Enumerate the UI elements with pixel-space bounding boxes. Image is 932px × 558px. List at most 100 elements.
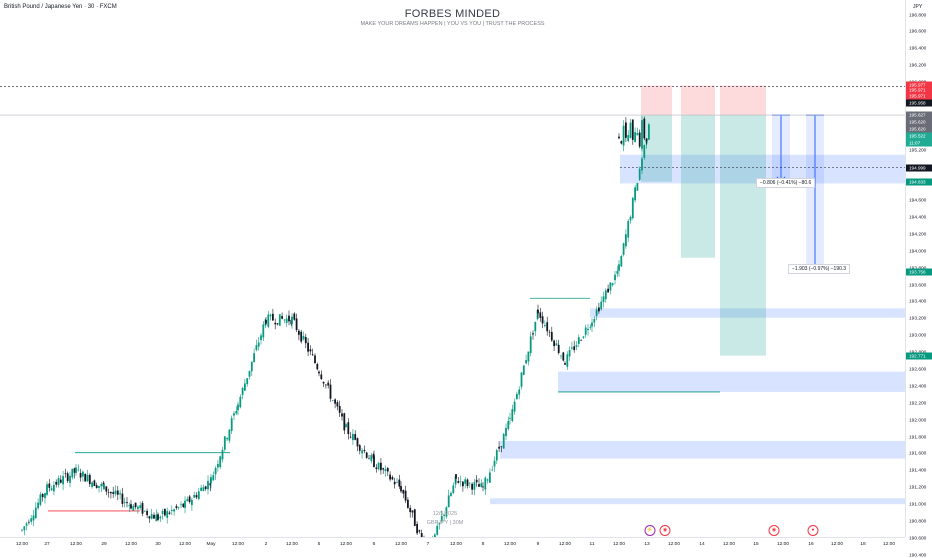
candle-body bbox=[382, 468, 385, 470]
candle-body bbox=[502, 433, 505, 449]
candle-body bbox=[293, 313, 296, 320]
price-tick: 192.200 bbox=[909, 401, 927, 407]
candle-body bbox=[363, 450, 366, 452]
candle-body bbox=[46, 484, 48, 495]
candle-body bbox=[620, 141, 623, 144]
flash-event-icon[interactable]: ⚡ bbox=[644, 525, 656, 536]
candle-body bbox=[546, 322, 549, 332]
candle-body bbox=[55, 481, 58, 485]
candle-body bbox=[188, 496, 191, 503]
price-tick: 193.800 bbox=[909, 266, 926, 271]
candle-body bbox=[500, 446, 503, 447]
candle-body bbox=[285, 318, 288, 323]
time-tick: May bbox=[206, 542, 216, 547]
candle-body bbox=[260, 335, 262, 341]
candle-body bbox=[361, 450, 363, 454]
watermark-date: 12/5/2025 bbox=[432, 511, 458, 517]
price-tick: 190.400 bbox=[909, 553, 927, 558]
candle-body bbox=[219, 456, 222, 468]
price-tick: 196.800 bbox=[909, 13, 927, 18]
candle-body bbox=[573, 346, 576, 350]
chart-headline: FORBES MINDED bbox=[404, 8, 501, 20]
candle-body bbox=[631, 119, 634, 140]
candle-body bbox=[23, 526, 26, 531]
candle-body bbox=[555, 343, 558, 346]
candle-body bbox=[393, 481, 396, 485]
time-tick: 12:00 bbox=[231, 542, 245, 547]
price-tick: 191.000 bbox=[909, 502, 927, 508]
candle-body bbox=[237, 404, 239, 411]
candle-body bbox=[304, 337, 307, 344]
price-badge: 194.833 bbox=[906, 178, 932, 185]
price-tick: 195.200 bbox=[909, 148, 927, 154]
time-tick: 9 bbox=[536, 542, 540, 547]
demand-zone bbox=[500, 440, 905, 459]
take-profit-zone bbox=[681, 115, 715, 258]
price-badge: 195.620 bbox=[906, 125, 932, 133]
price-plot[interactable] bbox=[0, 0, 905, 537]
candle-body bbox=[79, 472, 82, 478]
candle-body bbox=[520, 372, 523, 387]
price-badge: 195.971 bbox=[906, 92, 932, 100]
time-tick: 12:00 bbox=[285, 542, 299, 547]
candle-body bbox=[202, 487, 205, 492]
candle-body bbox=[645, 138, 648, 142]
time-tick: 7 bbox=[426, 542, 430, 547]
candle-body bbox=[119, 493, 121, 495]
candle-body bbox=[643, 118, 646, 139]
price-tick: 193.200 bbox=[909, 316, 927, 322]
time-tick: 12:00 bbox=[449, 542, 463, 547]
time-axis[interactable]: 12:00 27 12:00 29 12:00 30 12:00 May 12:00 2 12:00… bbox=[0, 537, 905, 551]
candle-body bbox=[212, 475, 215, 481]
candle-body bbox=[454, 476, 457, 485]
time-tick: 12:00 bbox=[178, 542, 192, 547]
price-tick: 190.800 bbox=[909, 519, 927, 525]
price-badge: 193.756 bbox=[906, 268, 932, 276]
alert-event-icon[interactable]: ● bbox=[807, 525, 819, 536]
candle-body bbox=[329, 384, 332, 399]
time-tick: 12:00 bbox=[830, 542, 844, 547]
time-tick: 12:00 bbox=[882, 542, 896, 547]
time-tick: 12:00 bbox=[69, 542, 83, 547]
uk-flag-event-icon[interactable]: ◉ bbox=[659, 525, 671, 536]
candle-body bbox=[112, 492, 115, 494]
candle-body bbox=[88, 474, 91, 485]
candle-body bbox=[349, 436, 352, 438]
time-tick: 5 bbox=[317, 542, 321, 547]
uk-flag-event-icon-2[interactable]: ◉ bbox=[768, 525, 780, 536]
candle-body bbox=[622, 243, 625, 255]
chart-tagline: MAKE YOUR DREAMS HAPPEN | YOU VS YOU | T… bbox=[360, 21, 545, 27]
candle-body bbox=[580, 340, 582, 341]
candle-body bbox=[327, 382, 330, 386]
candle-body bbox=[373, 455, 375, 468]
candle-body bbox=[473, 482, 476, 490]
candle-body bbox=[64, 473, 67, 474]
demand-zone bbox=[558, 371, 905, 392]
symbol-title[interactable]: British Pound / Japanese Yen · 30 · FXCM bbox=[4, 4, 117, 10]
candle-body bbox=[257, 342, 260, 347]
price-tick: 191.800 bbox=[909, 435, 927, 440]
candle-body bbox=[356, 438, 359, 447]
candle-body bbox=[589, 327, 592, 328]
candle-body bbox=[627, 220, 630, 238]
candle-body bbox=[59, 479, 62, 483]
candle-body bbox=[239, 396, 242, 408]
price-axis[interactable]: JPY 196.800196.600196.400196.200196.0001… bbox=[905, 0, 932, 558]
time-tick: 13 bbox=[644, 542, 650, 547]
candle-body bbox=[631, 197, 634, 219]
candle-body bbox=[480, 483, 483, 488]
candle-body bbox=[443, 514, 445, 516]
candle-body bbox=[450, 492, 452, 496]
price-tick: 191.600 bbox=[909, 451, 927, 457]
candle-body bbox=[560, 355, 562, 357]
candle-body bbox=[495, 450, 498, 461]
candle-body bbox=[354, 434, 357, 440]
candle-body bbox=[121, 493, 124, 504]
candle-body bbox=[529, 336, 532, 354]
candle-body bbox=[21, 529, 23, 531]
candle-body bbox=[221, 449, 224, 460]
price-badge: 195.522 bbox=[906, 132, 932, 140]
candle-body bbox=[164, 508, 166, 516]
time-tick: 30 bbox=[155, 542, 161, 547]
